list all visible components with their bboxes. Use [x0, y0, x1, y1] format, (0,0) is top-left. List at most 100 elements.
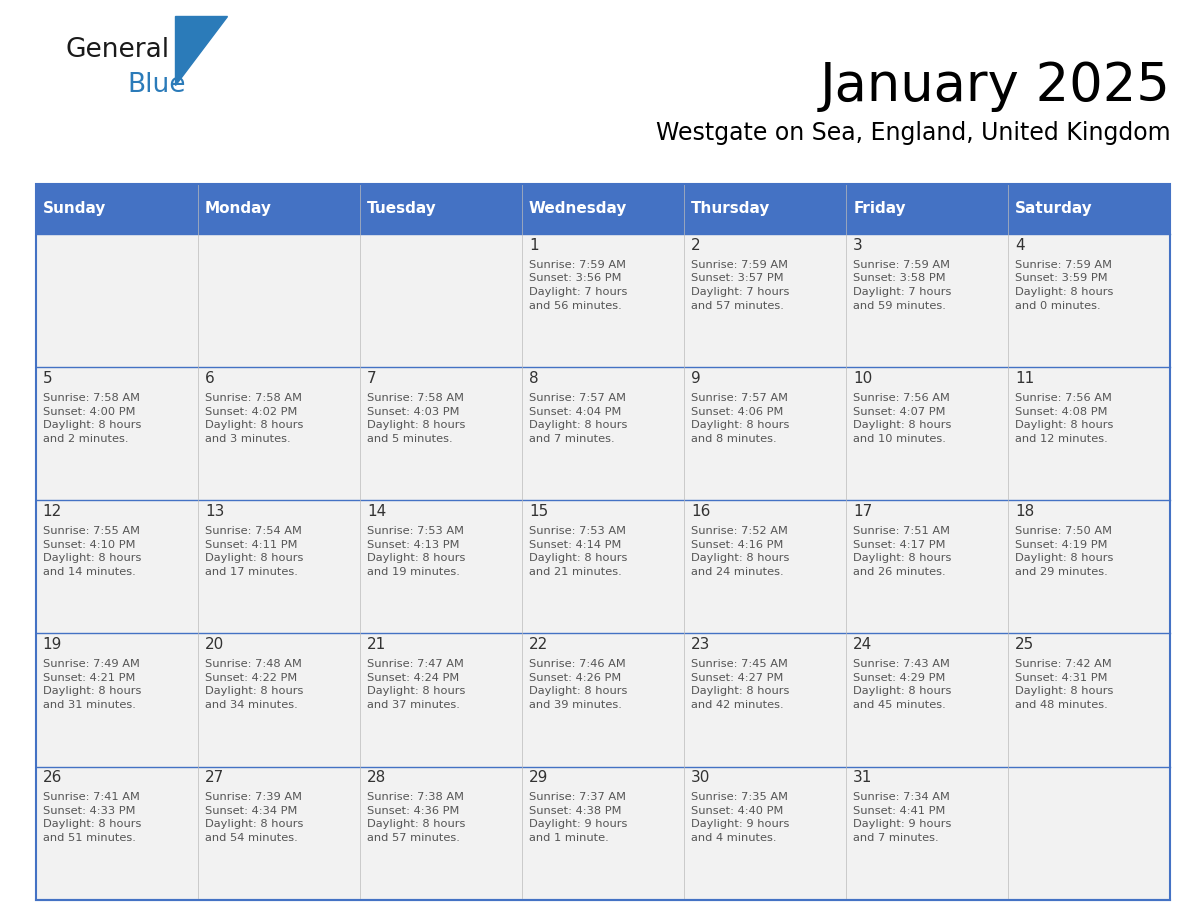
- Text: Sunrise: 7:59 AM
Sunset: 3:56 PM
Daylight: 7 hours
and 56 minutes.: Sunrise: 7:59 AM Sunset: 3:56 PM Dayligh…: [529, 260, 627, 310]
- Bar: [1009, 767, 1170, 900]
- Text: Sunrise: 7:56 AM
Sunset: 4:08 PM
Daylight: 8 hours
and 12 minutes.: Sunrise: 7:56 AM Sunset: 4:08 PM Dayligh…: [1016, 393, 1113, 443]
- Text: 17: 17: [853, 504, 872, 519]
- Bar: [846, 500, 1009, 633]
- Text: 15: 15: [529, 504, 548, 519]
- Text: 11: 11: [1016, 371, 1035, 386]
- Text: 18: 18: [1016, 504, 1035, 519]
- Text: Sunrise: 7:52 AM
Sunset: 4:16 PM
Daylight: 8 hours
and 24 minutes.: Sunrise: 7:52 AM Sunset: 4:16 PM Dayligh…: [691, 526, 790, 577]
- Text: Sunrise: 7:39 AM
Sunset: 4:34 PM
Daylight: 8 hours
and 54 minutes.: Sunrise: 7:39 AM Sunset: 4:34 PM Dayligh…: [204, 792, 303, 843]
- Text: Sunrise: 7:53 AM
Sunset: 4:13 PM
Daylight: 8 hours
and 19 minutes.: Sunrise: 7:53 AM Sunset: 4:13 PM Dayligh…: [367, 526, 466, 577]
- Text: Sunrise: 7:55 AM
Sunset: 4:10 PM
Daylight: 8 hours
and 14 minutes.: Sunrise: 7:55 AM Sunset: 4:10 PM Dayligh…: [43, 526, 141, 577]
- Text: Sunrise: 7:58 AM
Sunset: 4:03 PM
Daylight: 8 hours
and 5 minutes.: Sunrise: 7:58 AM Sunset: 4:03 PM Dayligh…: [367, 393, 466, 443]
- Text: Sunrise: 7:54 AM
Sunset: 4:11 PM
Daylight: 8 hours
and 17 minutes.: Sunrise: 7:54 AM Sunset: 4:11 PM Dayligh…: [204, 526, 303, 577]
- Text: 6: 6: [204, 371, 215, 386]
- Text: Sunrise: 7:59 AM
Sunset: 3:57 PM
Daylight: 7 hours
and 57 minutes.: Sunrise: 7:59 AM Sunset: 3:57 PM Dayligh…: [691, 260, 790, 310]
- Text: 25: 25: [1016, 637, 1035, 652]
- Text: Sunrise: 7:43 AM
Sunset: 4:29 PM
Daylight: 8 hours
and 45 minutes.: Sunrise: 7:43 AM Sunset: 4:29 PM Dayligh…: [853, 659, 952, 710]
- Bar: [522, 234, 684, 367]
- Bar: [522, 767, 684, 900]
- Text: 31: 31: [853, 770, 872, 785]
- Text: 3: 3: [853, 238, 862, 252]
- Bar: [197, 234, 360, 367]
- Text: 26: 26: [43, 770, 62, 785]
- Bar: [360, 500, 522, 633]
- Bar: [684, 767, 846, 900]
- Bar: [846, 234, 1009, 367]
- Text: 2: 2: [691, 238, 701, 252]
- Bar: [197, 367, 360, 500]
- Text: Friday: Friday: [853, 201, 905, 217]
- Text: Sunrise: 7:57 AM
Sunset: 4:06 PM
Daylight: 8 hours
and 8 minutes.: Sunrise: 7:57 AM Sunset: 4:06 PM Dayligh…: [691, 393, 790, 443]
- Bar: [36, 367, 197, 500]
- Text: Thursday: Thursday: [691, 201, 771, 217]
- Bar: [360, 367, 522, 500]
- Text: Sunrise: 7:50 AM
Sunset: 4:19 PM
Daylight: 8 hours
and 29 minutes.: Sunrise: 7:50 AM Sunset: 4:19 PM Dayligh…: [1016, 526, 1113, 577]
- Bar: [197, 500, 360, 633]
- Text: Sunrise: 7:58 AM
Sunset: 4:00 PM
Daylight: 8 hours
and 2 minutes.: Sunrise: 7:58 AM Sunset: 4:00 PM Dayligh…: [43, 393, 141, 443]
- Text: 21: 21: [367, 637, 386, 652]
- Text: Wednesday: Wednesday: [529, 201, 627, 217]
- Text: Sunrise: 7:35 AM
Sunset: 4:40 PM
Daylight: 9 hours
and 4 minutes.: Sunrise: 7:35 AM Sunset: 4:40 PM Dayligh…: [691, 792, 790, 843]
- Bar: [522, 184, 684, 234]
- Bar: [36, 184, 197, 234]
- Text: Blue: Blue: [127, 73, 185, 98]
- Bar: [360, 184, 522, 234]
- Bar: [360, 234, 522, 367]
- Text: 24: 24: [853, 637, 872, 652]
- Bar: [360, 767, 522, 900]
- Text: 4: 4: [1016, 238, 1025, 252]
- Text: Saturday: Saturday: [1016, 201, 1093, 217]
- Text: 28: 28: [367, 770, 386, 785]
- Text: Sunrise: 7:34 AM
Sunset: 4:41 PM
Daylight: 9 hours
and 7 minutes.: Sunrise: 7:34 AM Sunset: 4:41 PM Dayligh…: [853, 792, 952, 843]
- Text: Sunrise: 7:41 AM
Sunset: 4:33 PM
Daylight: 8 hours
and 51 minutes.: Sunrise: 7:41 AM Sunset: 4:33 PM Dayligh…: [43, 792, 141, 843]
- Text: 23: 23: [691, 637, 710, 652]
- Text: 10: 10: [853, 371, 872, 386]
- Bar: [1009, 234, 1170, 367]
- Text: Sunrise: 7:51 AM
Sunset: 4:17 PM
Daylight: 8 hours
and 26 minutes.: Sunrise: 7:51 AM Sunset: 4:17 PM Dayligh…: [853, 526, 952, 577]
- Text: Sunrise: 7:49 AM
Sunset: 4:21 PM
Daylight: 8 hours
and 31 minutes.: Sunrise: 7:49 AM Sunset: 4:21 PM Dayligh…: [43, 659, 141, 710]
- Text: 1: 1: [529, 238, 538, 252]
- Bar: [36, 633, 197, 767]
- Text: 29: 29: [529, 770, 549, 785]
- Bar: [36, 234, 197, 367]
- Bar: [197, 633, 360, 767]
- Bar: [522, 367, 684, 500]
- Text: 12: 12: [43, 504, 62, 519]
- Bar: [684, 184, 846, 234]
- Text: 27: 27: [204, 770, 225, 785]
- Bar: [684, 500, 846, 633]
- Text: 16: 16: [691, 504, 710, 519]
- Text: General: General: [65, 38, 170, 63]
- Bar: [684, 367, 846, 500]
- Text: 8: 8: [529, 371, 538, 386]
- Text: Sunrise: 7:56 AM
Sunset: 4:07 PM
Daylight: 8 hours
and 10 minutes.: Sunrise: 7:56 AM Sunset: 4:07 PM Dayligh…: [853, 393, 952, 443]
- Text: Sunrise: 7:37 AM
Sunset: 4:38 PM
Daylight: 9 hours
and 1 minute.: Sunrise: 7:37 AM Sunset: 4:38 PM Dayligh…: [529, 792, 627, 843]
- Text: Westgate on Sea, England, United Kingdom: Westgate on Sea, England, United Kingdom: [656, 121, 1170, 145]
- Bar: [197, 767, 360, 900]
- Bar: [522, 633, 684, 767]
- Text: Sunrise: 7:59 AM
Sunset: 3:58 PM
Daylight: 7 hours
and 59 minutes.: Sunrise: 7:59 AM Sunset: 3:58 PM Dayligh…: [853, 260, 952, 310]
- Bar: [846, 633, 1009, 767]
- Text: 7: 7: [367, 371, 377, 386]
- Bar: [846, 367, 1009, 500]
- Text: January 2025: January 2025: [820, 60, 1170, 112]
- Bar: [36, 500, 197, 633]
- Text: Sunrise: 7:58 AM
Sunset: 4:02 PM
Daylight: 8 hours
and 3 minutes.: Sunrise: 7:58 AM Sunset: 4:02 PM Dayligh…: [204, 393, 303, 443]
- Bar: [197, 184, 360, 234]
- Bar: [684, 633, 846, 767]
- Text: Sunrise: 7:46 AM
Sunset: 4:26 PM
Daylight: 8 hours
and 39 minutes.: Sunrise: 7:46 AM Sunset: 4:26 PM Dayligh…: [529, 659, 627, 710]
- Bar: [36, 184, 1170, 900]
- Bar: [1009, 184, 1170, 234]
- Text: Sunrise: 7:59 AM
Sunset: 3:59 PM
Daylight: 8 hours
and 0 minutes.: Sunrise: 7:59 AM Sunset: 3:59 PM Dayligh…: [1016, 260, 1113, 310]
- Text: 5: 5: [43, 371, 52, 386]
- Text: 9: 9: [691, 371, 701, 386]
- Text: Sunday: Sunday: [43, 201, 106, 217]
- Text: Sunrise: 7:42 AM
Sunset: 4:31 PM
Daylight: 8 hours
and 48 minutes.: Sunrise: 7:42 AM Sunset: 4:31 PM Dayligh…: [1016, 659, 1113, 710]
- Text: Sunrise: 7:38 AM
Sunset: 4:36 PM
Daylight: 8 hours
and 57 minutes.: Sunrise: 7:38 AM Sunset: 4:36 PM Dayligh…: [367, 792, 466, 843]
- Text: 30: 30: [691, 770, 710, 785]
- Text: Sunrise: 7:53 AM
Sunset: 4:14 PM
Daylight: 8 hours
and 21 minutes.: Sunrise: 7:53 AM Sunset: 4:14 PM Dayligh…: [529, 526, 627, 577]
- Text: 19: 19: [43, 637, 62, 652]
- Polygon shape: [175, 16, 227, 85]
- Text: 20: 20: [204, 637, 225, 652]
- Text: Sunrise: 7:48 AM
Sunset: 4:22 PM
Daylight: 8 hours
and 34 minutes.: Sunrise: 7:48 AM Sunset: 4:22 PM Dayligh…: [204, 659, 303, 710]
